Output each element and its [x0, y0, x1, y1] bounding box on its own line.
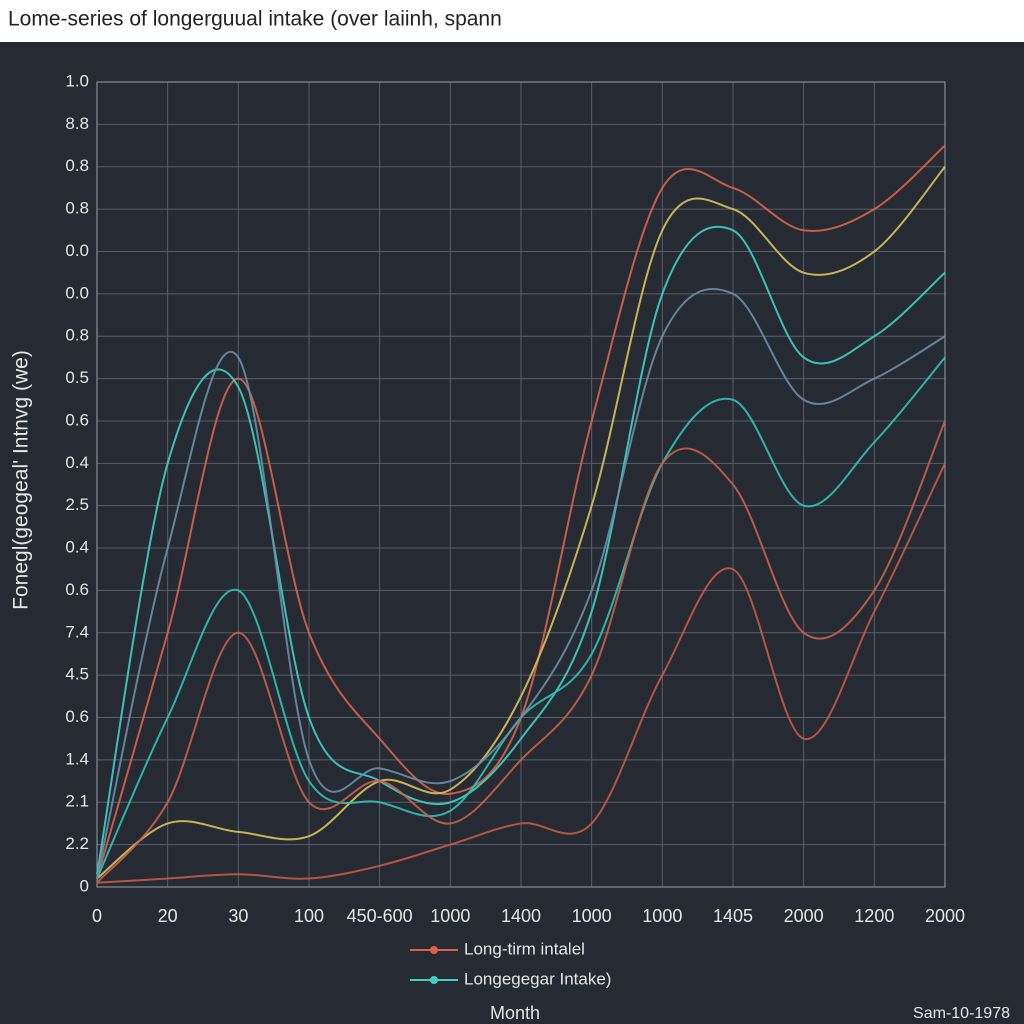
y-tick-label: 0 — [80, 876, 89, 895]
title-band — [0, 0, 1024, 42]
series-line — [96, 166, 946, 880]
y-tick-label: 8.8 — [65, 114, 89, 133]
x-tick-label: 20 — [158, 906, 178, 926]
footnote: Sam-10-1978 — [913, 1005, 1010, 1022]
y-tick-label: 0.8 — [65, 156, 89, 175]
series-line — [96, 420, 946, 884]
y-tick-label: 0.0 — [65, 283, 89, 302]
y-tick-label: 7.4 — [65, 622, 89, 641]
plot-frame — [96, 81, 946, 888]
y-tick-label: 0.8 — [65, 326, 89, 345]
legend-marker — [430, 946, 438, 954]
y-axis-label: Fonegl(geogeal' Intnvg (we) — [10, 350, 33, 610]
y-tick-label: 0.6 — [65, 410, 89, 429]
series-line — [96, 462, 946, 884]
y-tick-label: 1.0 — [65, 71, 89, 90]
x-tick-label: 2000 — [925, 906, 965, 926]
x-tick-label: 1000 — [430, 906, 470, 926]
x-tick-label: 2000 — [784, 906, 824, 926]
x-tick-label: 1000 — [642, 906, 682, 926]
x-tick-label: 450-600 — [347, 906, 413, 926]
series-line — [96, 144, 946, 879]
series-line — [96, 287, 946, 879]
y-tick-label: 4.5 — [65, 665, 89, 684]
legend-label: Longegegar Intake) — [464, 969, 611, 988]
chart-title: Lome-series of longerguual intake (over … — [8, 8, 502, 31]
y-tick-label: 2.5 — [65, 495, 89, 514]
y-tick-label: 1.4 — [65, 749, 89, 768]
x-tick-label: 1400 — [501, 906, 541, 926]
y-tick-label: 0.4 — [65, 453, 89, 472]
y-tick-label: 0.4 — [65, 538, 89, 557]
y-tick-label: 0.6 — [65, 580, 89, 599]
x-tick-label: 1200 — [854, 906, 894, 926]
x-tick-label: 1405 — [713, 906, 753, 926]
legend-marker — [430, 976, 438, 984]
y-tick-label: 2.2 — [65, 834, 89, 853]
x-tick-label: 0 — [92, 906, 102, 926]
y-tick-label: 0.6 — [65, 707, 89, 726]
y-tick-label: 0.0 — [65, 241, 89, 260]
x-tick-label: 100 — [294, 906, 324, 926]
y-tick-label: 2.1 — [65, 792, 89, 811]
series-line — [96, 225, 946, 875]
legend-label: Long-tirm intalel — [464, 939, 585, 958]
x-tick-label: 1000 — [572, 906, 612, 926]
x-tick-label: 30 — [228, 906, 248, 926]
y-tick-label: 0.5 — [65, 368, 89, 387]
x-axis-label: Month — [490, 1003, 540, 1023]
y-tick-label: 0.8 — [65, 199, 89, 218]
